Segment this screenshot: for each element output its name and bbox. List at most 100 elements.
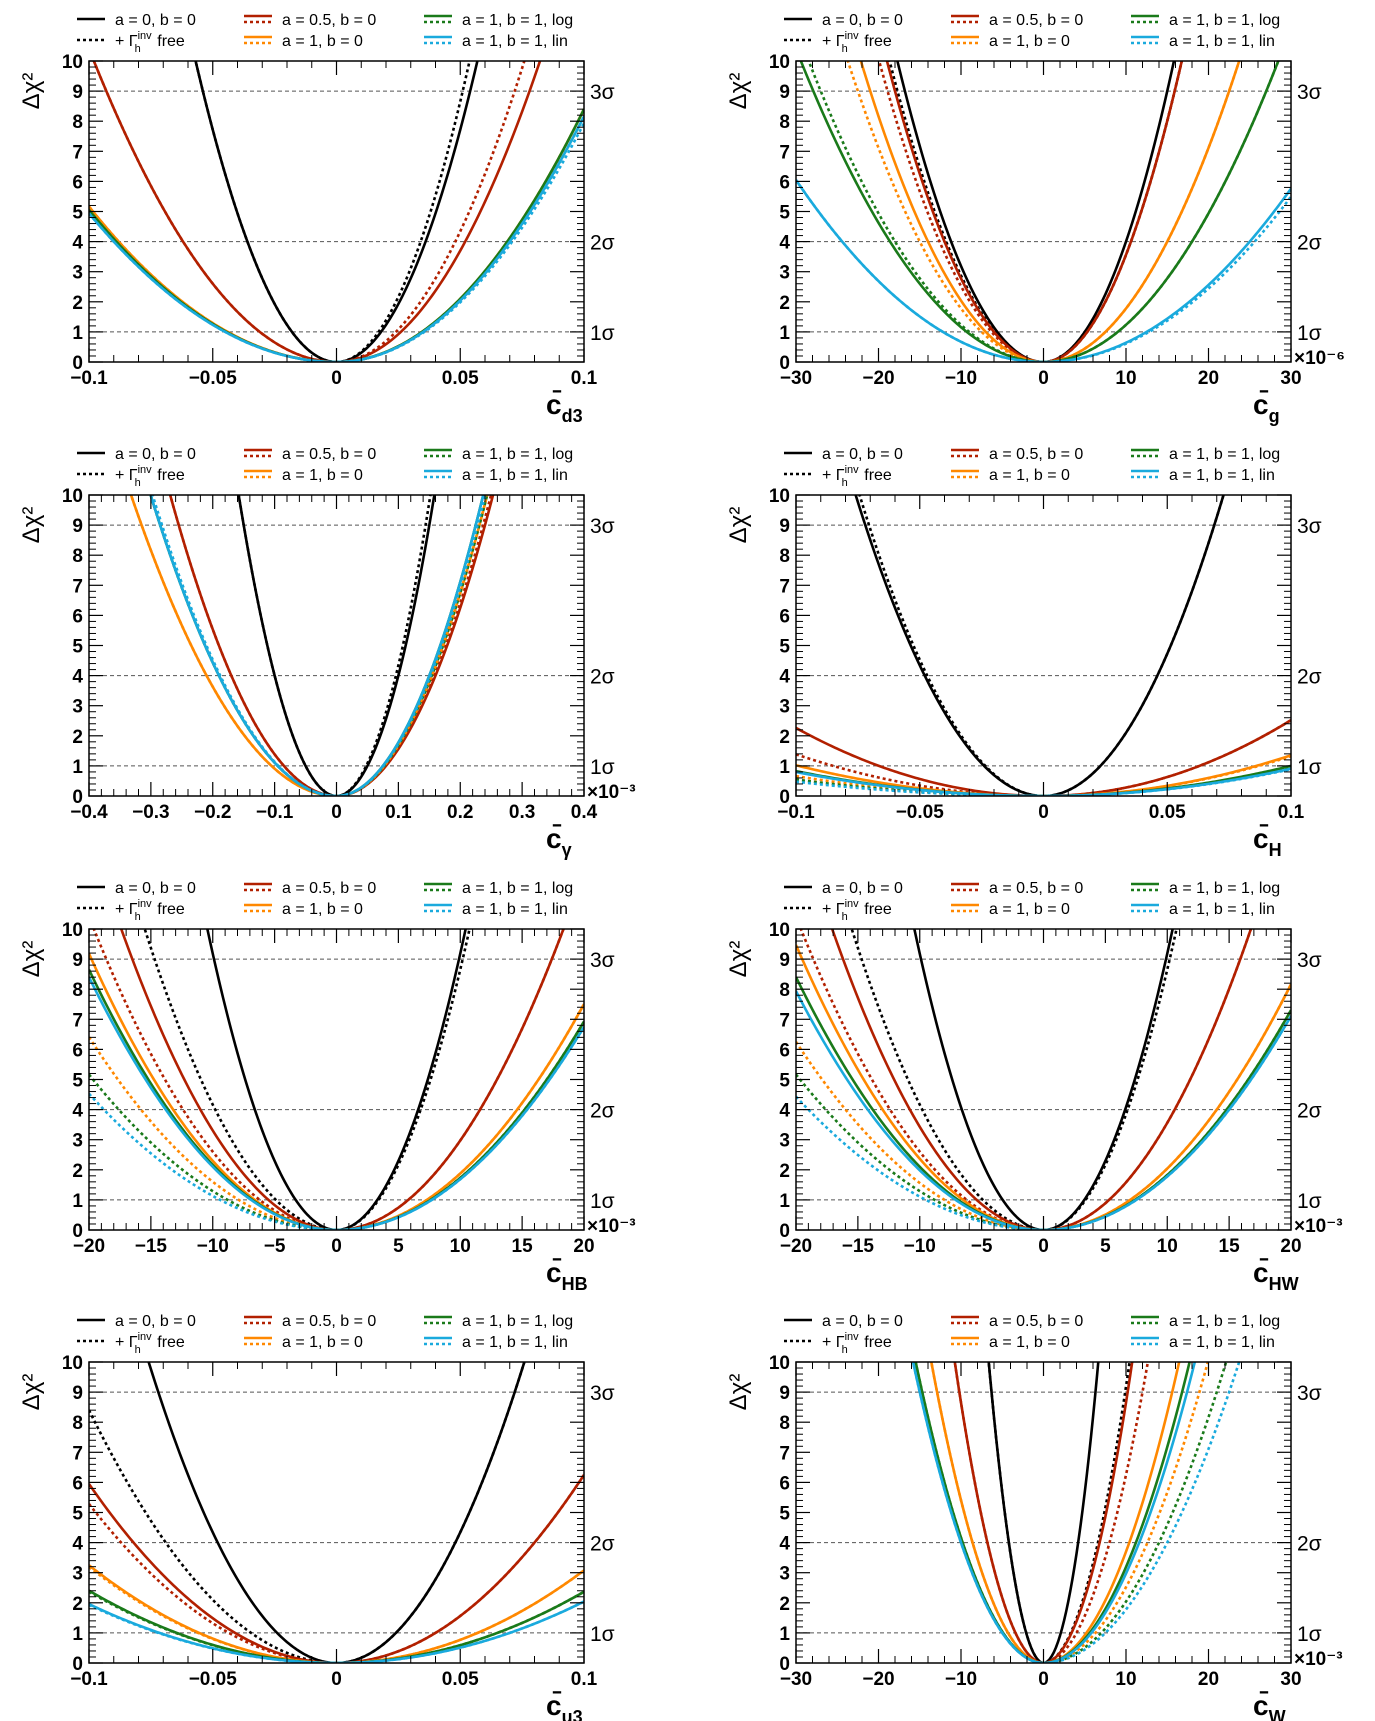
legend-label-prefix: + Γ	[822, 1334, 845, 1351]
ytick-label: 8	[72, 112, 83, 133]
sigma-label: 1σ	[590, 322, 615, 345]
ytick-label: 10	[769, 1353, 790, 1374]
legend-label: a = 1, b = 0	[282, 467, 363, 484]
ytick-label: 2	[779, 727, 790, 748]
yaxis-title: Δχ²	[725, 1374, 752, 1411]
legend-label: a = 1, b = 0	[282, 33, 363, 50]
xtick-label: −0.05	[189, 1669, 238, 1690]
ytick-label: 8	[72, 546, 83, 567]
legend-label-sup: inv	[845, 1331, 860, 1343]
ytick-label: 6	[72, 172, 83, 193]
ytick-label: 1	[779, 1191, 790, 1212]
ytick-label: 10	[769, 486, 790, 507]
ytick-label: 5	[779, 1071, 790, 1092]
sigma-label: 2σ	[1297, 666, 1322, 689]
legend-label-sub: h	[842, 43, 848, 55]
yaxis-title: Δχ²	[18, 1374, 45, 1411]
ytick-label: 4	[72, 1534, 83, 1555]
xtick-label: 0	[331, 1669, 342, 1690]
xtick-label: 0	[331, 802, 342, 823]
xtick-label: 0.05	[442, 368, 479, 389]
axis-exponent: ×10⁻³	[587, 1216, 636, 1237]
ytick-label: 4	[72, 667, 83, 688]
ytick-label: 8	[779, 1413, 790, 1434]
xaxis-title: c̄d3	[546, 389, 583, 426]
curves	[796, 929, 1291, 1230]
legend-label-sub: h	[135, 911, 141, 923]
ytick-label: 5	[72, 203, 83, 224]
legend-label: a = 0, b = 0	[115, 880, 196, 897]
ytick-label: 6	[72, 1473, 83, 1494]
xtick-label: 30	[1280, 368, 1301, 389]
curve-cyan-solid	[796, 767, 1291, 796]
ytick-label: 0	[779, 787, 790, 808]
legend-label: a = 0, b = 0	[115, 12, 196, 29]
legend-label-sub: h	[135, 477, 141, 489]
ytick-label: 5	[72, 637, 83, 658]
xtick-label: −30	[780, 368, 812, 389]
curves	[89, 61, 584, 362]
curve-cyan-dotted	[151, 495, 487, 796]
xtick-label: 5	[1100, 1236, 1111, 1257]
ytick-label: 10	[769, 52, 790, 73]
legend-label: a = 0, b = 0	[822, 880, 903, 897]
ytick-label: 7	[72, 142, 83, 163]
xaxis-title-sub: HB	[562, 1274, 588, 1294]
ytick-label: 9	[72, 950, 83, 971]
curve-green-solid	[799, 61, 1280, 362]
xtick-label: 0.05	[1149, 802, 1186, 823]
xaxis-title-main: c̄	[1253, 389, 1269, 420]
xtick-label: 0	[1038, 368, 1049, 389]
legend-label-prefix: + Γ	[115, 1334, 138, 1351]
ytick-label: 3	[779, 1564, 790, 1585]
curves	[129, 495, 495, 796]
ytick-label: 9	[72, 1383, 83, 1404]
legend-label: + Γinv h free	[115, 30, 185, 55]
curve-red-dotted	[953, 1362, 1150, 1663]
sigma-label: 1σ	[590, 1190, 615, 1213]
curve-black-solid	[987, 1362, 1100, 1663]
ytick-label: 0	[72, 787, 83, 808]
xtick-label: −30	[780, 1669, 812, 1690]
ytick-label: 6	[72, 606, 83, 627]
ytick-label: 2	[779, 293, 790, 314]
ytick-label: 4	[779, 667, 790, 688]
xtick-label: −0.1	[256, 802, 294, 823]
xaxis-title-sub: d3	[562, 406, 583, 426]
ytick-label: 8	[72, 1413, 83, 1434]
legend-label: a = 0.5, b = 0	[989, 880, 1083, 897]
ytick-label: 0	[72, 1654, 83, 1675]
curve-orange-dotted	[796, 754, 1291, 796]
xtick-label: 30	[1280, 1669, 1301, 1690]
sigma-label: 1σ	[590, 1623, 615, 1646]
xtick-label: −15	[135, 1236, 168, 1257]
xtick-label: −10	[904, 1236, 936, 1257]
axis-exponent: ×10⁻³	[587, 782, 636, 803]
legend-label: a = 1, b = 1, log	[1169, 446, 1280, 463]
curve-black-solid	[913, 929, 1174, 1230]
ytick-label: 7	[779, 1010, 790, 1031]
xtick-label: 20	[1280, 1236, 1301, 1257]
ytick-label: 1	[72, 757, 83, 778]
legend-label: a = 0.5, b = 0	[989, 12, 1083, 29]
xtick-label: −0.1	[70, 368, 108, 389]
curve-red-dotted	[89, 1474, 584, 1663]
legend-label: a = 1, b = 0	[989, 467, 1070, 484]
curve-red-solid	[830, 929, 1253, 1230]
legend-label: a = 0.5, b = 0	[282, 880, 376, 897]
xtick-label: 0	[1038, 1236, 1049, 1257]
xtick-label: −0.1	[70, 1669, 108, 1690]
xtick-label: 15	[1219, 1236, 1241, 1257]
curve-black-dotted	[850, 929, 1178, 1230]
ytick-label: 1	[72, 323, 83, 344]
xaxis-title-main: c̄	[546, 389, 562, 420]
sigma-label: 3σ	[1297, 515, 1322, 538]
legend-label-sup: inv	[845, 30, 860, 42]
